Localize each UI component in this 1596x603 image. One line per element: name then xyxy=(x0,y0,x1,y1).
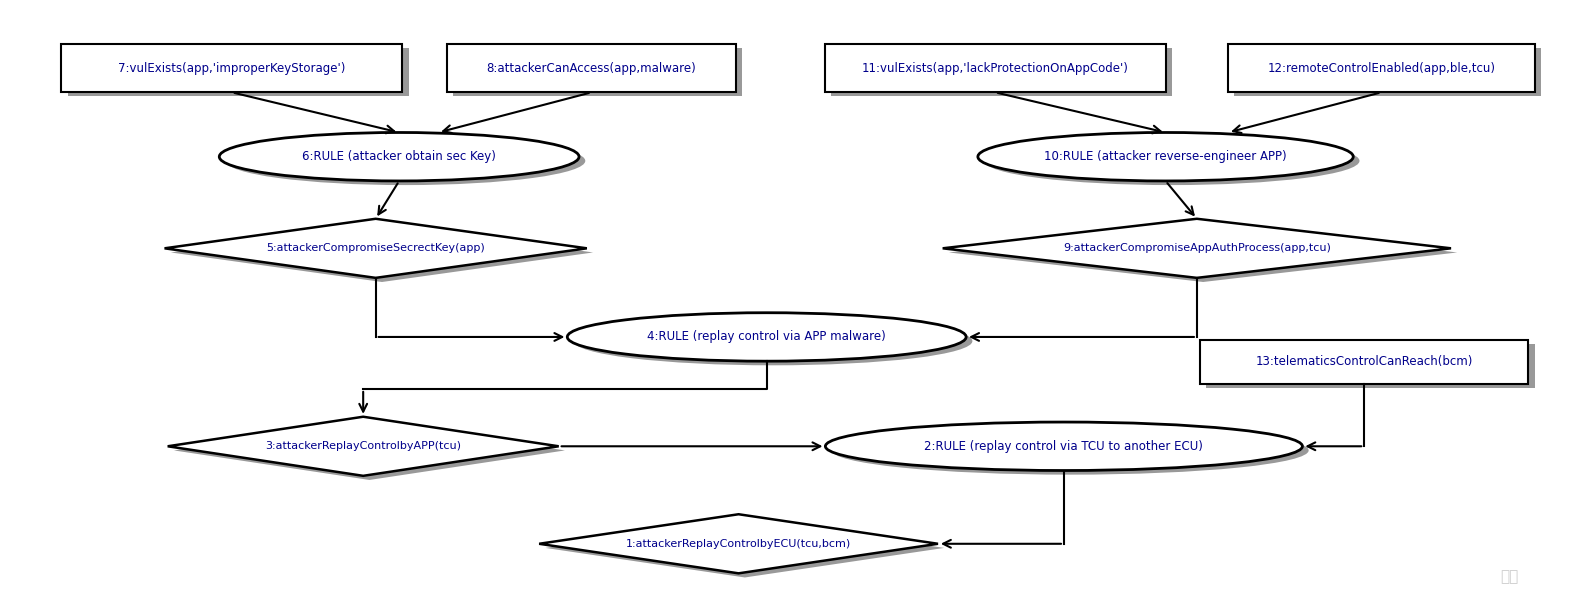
Polygon shape xyxy=(168,417,559,476)
Ellipse shape xyxy=(832,426,1309,475)
Polygon shape xyxy=(164,219,587,278)
FancyBboxPatch shape xyxy=(1207,344,1535,388)
FancyBboxPatch shape xyxy=(61,44,402,92)
Text: 8:attackerCanAccess(app,malware): 8:attackerCanAccess(app,malware) xyxy=(487,62,696,75)
FancyBboxPatch shape xyxy=(1229,44,1535,92)
Text: 看雪: 看雪 xyxy=(1500,569,1519,584)
Ellipse shape xyxy=(573,317,972,365)
FancyBboxPatch shape xyxy=(453,48,742,96)
Text: 13:telematicsControlCanReach(bcm): 13:telematicsControlCanReach(bcm) xyxy=(1256,355,1473,368)
Text: 3:attackerReplayControlbyAPP(tcu): 3:attackerReplayControlbyAPP(tcu) xyxy=(265,441,461,451)
Text: 5:attackerCompromiseSecrectKey(app): 5:attackerCompromiseSecrectKey(app) xyxy=(267,244,485,253)
Text: 2:RULE (replay control via TCU to another ECU): 2:RULE (replay control via TCU to anothe… xyxy=(924,440,1203,453)
Text: 9:attackerCompromiseAppAuthProcess(app,tcu): 9:attackerCompromiseAppAuthProcess(app,t… xyxy=(1063,244,1331,253)
FancyBboxPatch shape xyxy=(825,44,1165,92)
Polygon shape xyxy=(943,219,1451,278)
Text: 1:attackerReplayControlbyECU(tcu,bcm): 1:attackerReplayControlbyECU(tcu,bcm) xyxy=(626,539,851,549)
Polygon shape xyxy=(950,223,1457,282)
Ellipse shape xyxy=(825,422,1302,470)
Text: 10:RULE (attacker reverse-engineer APP): 10:RULE (attacker reverse-engineer APP) xyxy=(1044,150,1286,163)
Ellipse shape xyxy=(219,133,579,181)
Ellipse shape xyxy=(978,133,1353,181)
FancyBboxPatch shape xyxy=(67,48,409,96)
Text: 6:RULE (attacker obtain sec Key): 6:RULE (attacker obtain sec Key) xyxy=(302,150,496,163)
Ellipse shape xyxy=(225,137,586,185)
Polygon shape xyxy=(539,514,938,573)
Text: 12:remoteControlEnabled(app,ble,tcu): 12:remoteControlEnabled(app,ble,tcu) xyxy=(1267,62,1495,75)
FancyBboxPatch shape xyxy=(447,44,736,92)
Ellipse shape xyxy=(985,137,1360,185)
FancyBboxPatch shape xyxy=(1200,339,1529,384)
Text: 4:RULE (replay control via APP malware): 4:RULE (replay control via APP malware) xyxy=(648,330,886,344)
Polygon shape xyxy=(546,519,945,578)
Text: 7:vulExists(app,'improperKeyStorage'): 7:vulExists(app,'improperKeyStorage') xyxy=(118,62,345,75)
FancyBboxPatch shape xyxy=(1234,48,1542,96)
Polygon shape xyxy=(174,421,565,480)
Text: 11:vulExists(app,'lackProtectionOnAppCode'): 11:vulExists(app,'lackProtectionOnAppCod… xyxy=(862,62,1128,75)
FancyBboxPatch shape xyxy=(832,48,1171,96)
Ellipse shape xyxy=(567,313,966,361)
Polygon shape xyxy=(171,223,594,282)
